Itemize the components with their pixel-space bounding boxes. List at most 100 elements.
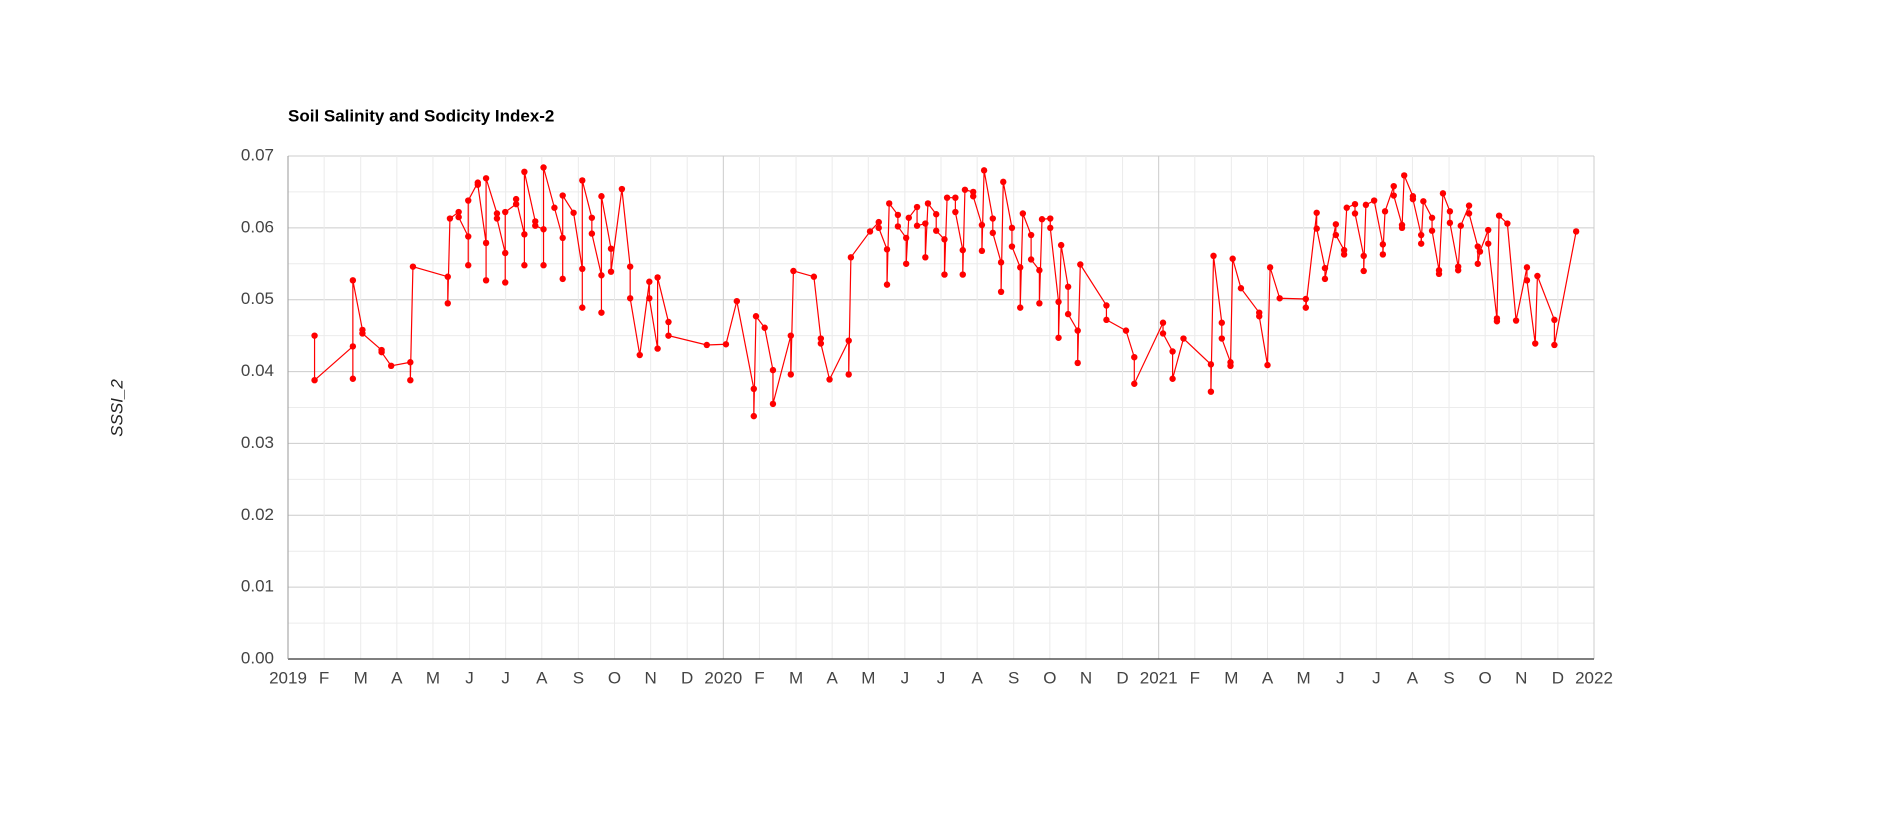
data-point [961, 186, 969, 193]
data-point [980, 167, 988, 174]
x-tick-label: A [1407, 668, 1419, 687]
data-point [790, 267, 797, 275]
data-point [1057, 241, 1065, 249]
data-point [579, 304, 586, 311]
data-point [769, 366, 777, 374]
data-point [1019, 210, 1027, 217]
data-point [978, 221, 986, 229]
data-point [359, 330, 366, 337]
y-tick-label: 0.03 [241, 433, 274, 452]
data-point [387, 362, 395, 370]
data-point [894, 211, 902, 219]
data-point [1276, 295, 1283, 302]
data-point [1313, 225, 1320, 232]
data-point [482, 175, 490, 182]
data-point [1321, 264, 1329, 272]
data-point [521, 231, 528, 238]
data-point [512, 200, 520, 208]
data-point [722, 341, 730, 348]
data-point [1439, 190, 1447, 197]
chart-title: Soil Salinity and Sodicity Index-2 [288, 106, 554, 125]
data-point [1400, 172, 1408, 179]
data-point [959, 271, 966, 278]
x-tick-label: J [1372, 668, 1381, 687]
data-point [502, 279, 509, 286]
data-point [1417, 231, 1425, 239]
data-point [1180, 335, 1187, 342]
x-tick-label: O [1043, 668, 1056, 687]
data-point [943, 194, 951, 201]
data-point [474, 181, 482, 188]
data-point [933, 211, 940, 218]
data-point [1055, 298, 1062, 306]
data-point [465, 233, 472, 240]
data-point [409, 263, 417, 270]
x-tick-label: N [644, 668, 656, 687]
data-point [894, 223, 902, 230]
data-point [1523, 277, 1531, 284]
x-tick-label: A [536, 668, 548, 687]
data-point [646, 278, 653, 285]
data-point [703, 341, 710, 349]
data-point [1047, 215, 1054, 222]
data-point [752, 313, 760, 320]
data-point [941, 271, 948, 278]
data-point [1495, 212, 1503, 219]
data-point [952, 194, 959, 201]
data-point [1428, 227, 1436, 234]
data-point [1572, 228, 1580, 235]
y-axis-label: SSSI_2 [107, 379, 126, 437]
data-point [1131, 380, 1138, 387]
data-point [952, 208, 959, 216]
data-point [493, 210, 501, 217]
data-point [1417, 240, 1425, 247]
data-point [845, 371, 852, 378]
data-point [913, 222, 921, 229]
x-tick-label: F [754, 668, 764, 687]
data-point [465, 262, 472, 269]
data-point [1551, 316, 1558, 324]
x-tick-label: F [319, 668, 329, 687]
data-point [521, 262, 528, 269]
data-point [1351, 200, 1359, 208]
data-point [875, 224, 882, 232]
data-point [559, 192, 566, 199]
data-point [532, 222, 539, 229]
data-point [512, 195, 520, 203]
data-point [1474, 243, 1481, 250]
data-point [866, 228, 874, 235]
y-tick-label: 0.01 [241, 577, 274, 596]
data-point [521, 168, 528, 176]
data-point [1159, 319, 1167, 326]
data-point [959, 246, 966, 254]
data-point [1064, 310, 1072, 318]
data-point [349, 277, 357, 284]
data-point [607, 268, 615, 275]
data-point [493, 215, 501, 222]
data-point [997, 259, 1005, 266]
y-tick-label: 0.00 [241, 648, 274, 667]
x-tick-label: A [826, 668, 838, 687]
data-point [1169, 348, 1176, 355]
x-tick-label: J [501, 668, 510, 687]
x-tick-label: M [354, 668, 368, 687]
data-point [1465, 210, 1473, 217]
data-point [311, 332, 318, 339]
x-tick-label: N [1515, 668, 1527, 687]
data-point [626, 295, 634, 302]
data-point [1360, 252, 1367, 260]
data-point [1229, 255, 1236, 262]
data-point [883, 281, 891, 288]
data-point [902, 234, 910, 242]
data-point [598, 193, 605, 200]
data-point [559, 275, 566, 283]
data-point [579, 265, 586, 273]
data-point [540, 262, 547, 269]
data-point [540, 164, 547, 171]
data-point [1207, 361, 1215, 368]
data-point [1074, 359, 1081, 367]
data-point [311, 376, 318, 384]
x-tick-label: D [1552, 668, 1564, 687]
data-point [1017, 264, 1024, 271]
